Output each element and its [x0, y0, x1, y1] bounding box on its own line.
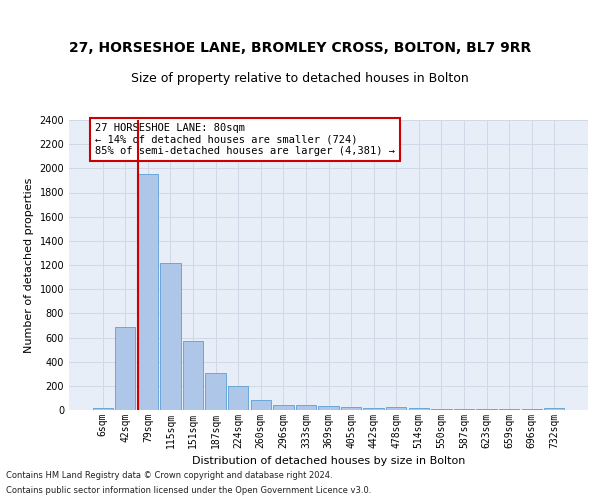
Y-axis label: Number of detached properties: Number of detached properties [24, 178, 34, 352]
Text: 27, HORSESHOE LANE, BROMLEY CROSS, BOLTON, BL7 9RR: 27, HORSESHOE LANE, BROMLEY CROSS, BOLTO… [69, 41, 531, 55]
Bar [115, 326, 136, 410]
Bar [341, 406, 361, 410]
Bar [205, 373, 226, 410]
Text: Size of property relative to detached houses in Bolton: Size of property relative to detached ho… [131, 72, 469, 85]
Bar [138, 174, 158, 410]
Text: Contains public sector information licensed under the Open Government Licence v3: Contains public sector information licen… [6, 486, 371, 495]
Bar [251, 400, 271, 410]
Bar [228, 386, 248, 410]
Bar [319, 406, 338, 410]
Bar [160, 262, 181, 410]
Bar [431, 409, 452, 410]
Bar [92, 408, 113, 410]
Bar [544, 408, 565, 410]
Bar [296, 406, 316, 410]
Bar [183, 341, 203, 410]
Bar [386, 407, 406, 410]
Text: 27 HORSESHOE LANE: 80sqm
← 14% of detached houses are smaller (724)
85% of semi-: 27 HORSESHOE LANE: 80sqm ← 14% of detach… [95, 123, 395, 156]
Bar [364, 408, 384, 410]
Bar [409, 408, 429, 410]
Bar [273, 404, 293, 410]
Text: Contains HM Land Registry data © Crown copyright and database right 2024.: Contains HM Land Registry data © Crown c… [6, 471, 332, 480]
X-axis label: Distribution of detached houses by size in Bolton: Distribution of detached houses by size … [192, 456, 465, 466]
